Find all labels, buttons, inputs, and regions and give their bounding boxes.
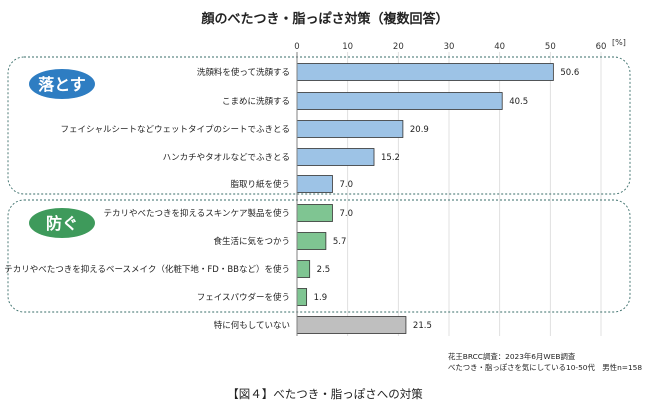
data-label: 1.9 [314,293,328,303]
category-label: フェイシャルシートなどウェットタイプのシートでふきとる [60,125,290,135]
bar [296,63,554,81]
bar [296,120,404,138]
data-label: 2.5 [317,265,331,275]
bar [296,288,308,306]
data-label: 21.5 [413,321,432,331]
category-label: テカリやべたつきを抑えるスキンケア製品を使う [104,208,291,219]
group-badge-label-1: 落とす [38,75,86,94]
x-tick-label-10: 10 [342,42,353,52]
data-label: 7.0 [339,180,353,190]
category-label: 食生活に気をつかう [213,236,290,247]
bar [296,232,327,250]
category-label: テカリやべたつきを抑えるベースメイク（化粧下地・FD・BBなど）を使う [4,264,290,275]
category-label: フェイスパウダーを使う [197,292,290,303]
group-badge-2 [29,208,95,238]
group-badge-label-2: 防ぐ [46,214,78,233]
category-label: こまめに洗顔する [222,96,290,107]
x-tick-label-50: 50 [545,42,556,52]
source-line-2: べたつき・脂っぽさを気にしている10-50代 男性n=158 [448,363,643,372]
bar [296,148,375,166]
chart-title: 顔のべたつき・脂っぽさ対策（複数回答） [201,12,449,27]
data-label: 7.0 [339,209,353,219]
x-tick-label-30: 30 [444,42,455,52]
source-note: 花王BRCC調査：2023年6月WEB調査 べたつき・脂っぽさを気にしている10… [448,351,642,373]
category-label: 洗顔料を使って洗顔する [197,67,290,78]
group-badge-1 [29,69,95,99]
data-label: 20.9 [410,125,429,135]
x-tick-label-40: 40 [494,42,505,52]
data-label: 40.5 [509,97,528,107]
bar [296,175,333,193]
category-label: 特に何もしていない [214,320,290,331]
group-frame-1 [7,56,631,195]
x-tick-label-0: 0 [294,42,299,52]
source-line-1: 花王BRCC調査：2023年6月WEB調査 [448,352,576,361]
bar [296,260,311,278]
data-label: 15.2 [381,153,400,163]
data-label: 50.6 [560,68,579,78]
bar [296,204,333,222]
bar [296,316,407,334]
x-tick-label-60: 60 [596,42,607,52]
category-label: 脂取り紙を使う [230,179,290,190]
bar [296,92,503,110]
data-label: 5.7 [333,237,347,247]
figure-caption: 【図４】べたつき・脂っぽさへの対策 [227,387,423,401]
unit-label: [%] [612,38,626,47]
category-label: ハンカチやタオルなどでふきとる [163,153,290,163]
x-tick-label-20: 20 [393,42,404,52]
